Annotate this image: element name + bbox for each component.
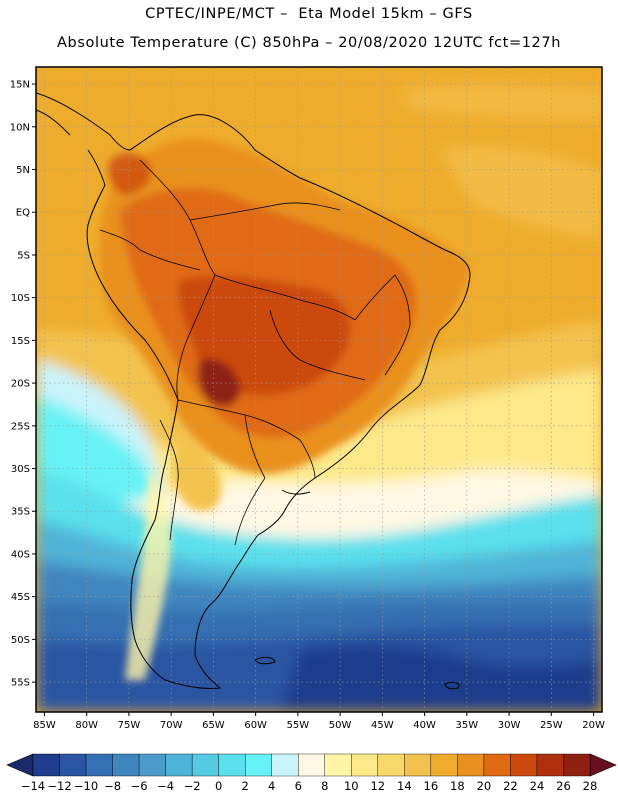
lon-tick-label: 40W xyxy=(413,720,436,731)
colorbar-label: 26 xyxy=(556,779,571,793)
lat-tick-label: 35S xyxy=(11,507,30,518)
lon-tick-label: 70W xyxy=(160,720,183,731)
colorbar-swatch xyxy=(377,753,405,777)
colorbar-below-arrow xyxy=(6,753,34,777)
map-frame xyxy=(35,66,603,713)
colorbar-label: 10 xyxy=(344,779,359,793)
colorbar-label: −14 xyxy=(21,779,45,793)
colorbar-label: 8 xyxy=(321,779,328,793)
lat-tick-label: 25S xyxy=(11,421,30,432)
colorbar-swatch xyxy=(32,753,60,777)
lon-tick-label: 50W xyxy=(329,720,352,731)
colorbar-label: −8 xyxy=(104,779,121,793)
colorbar-above-arrow xyxy=(589,753,617,777)
colorbar-label: 24 xyxy=(530,779,545,793)
colorbar-label: 2 xyxy=(242,779,249,793)
lon-tick-label: 75W xyxy=(118,720,141,731)
colorbar-label: 14 xyxy=(397,779,412,793)
lat-tick-label: EQ xyxy=(16,208,30,219)
colorbar-label: −2 xyxy=(184,779,201,793)
colorbar-label: 0 xyxy=(215,779,222,793)
colorbar-label: −10 xyxy=(74,779,98,793)
country-borders xyxy=(99,159,411,546)
lat-tick-label: 10N xyxy=(10,122,30,133)
map-axes: 85W 80W 75W 70W 65W 60W 55W 50W 45W 40W 35W 30W 25W 2… xyxy=(10,80,605,731)
colorbar-label: 18 xyxy=(450,779,465,793)
lat-tick-label: 55S xyxy=(11,678,30,689)
colorbar-swatch xyxy=(59,753,87,777)
temperature-field xyxy=(36,67,602,712)
colorbar-swatch xyxy=(536,753,564,777)
chart-title-line-1: CPTEC/INPE/MCT – Eta Model 15km – GFS xyxy=(145,6,473,22)
colorbar-label: 12 xyxy=(370,779,385,793)
lon-tick-label: 60W xyxy=(244,720,267,731)
colorbar-swatch xyxy=(271,753,299,777)
colorbar-swatch xyxy=(138,753,166,777)
lat-tick-label: 5N xyxy=(16,165,30,176)
colorbar-label: 28 xyxy=(583,779,598,793)
colorbar-label: −6 xyxy=(131,779,148,793)
colorbar-swatch xyxy=(298,753,325,777)
colorbar-swatch xyxy=(457,753,485,777)
lat-tick-label: 15N xyxy=(10,80,30,91)
lat-tick-label: 40S xyxy=(11,549,30,560)
colorbar-label: 22 xyxy=(503,779,518,793)
lon-tick-label: 80W xyxy=(75,720,98,731)
lat-tick-label: 15S xyxy=(11,336,30,347)
lon-tick-label: 35W xyxy=(456,720,479,731)
lat-tick-label: 45S xyxy=(11,592,30,603)
lon-tick-label: 25W xyxy=(540,720,563,731)
lon-tick-label: 45W xyxy=(371,720,394,731)
lon-tick-label: 30W xyxy=(498,720,521,731)
lon-tick-label: 55W xyxy=(287,720,310,731)
colorbar-label: 20 xyxy=(477,779,492,793)
colorbar-swatch xyxy=(510,753,538,777)
colorbar-swatch xyxy=(430,753,458,777)
colorbar-swatch xyxy=(112,753,140,777)
colorbar-swatch xyxy=(483,753,511,777)
colorbar-swatch xyxy=(563,753,591,777)
lat-tick-label: 5S xyxy=(17,250,30,261)
colorbar-label: −4 xyxy=(157,779,174,793)
colorbar-swatch xyxy=(85,753,113,777)
lat-tick-label: 10S xyxy=(11,293,30,304)
lat-tick-label: 20S xyxy=(11,379,30,390)
colorbar-swatch xyxy=(351,753,379,777)
colorbar-swatch xyxy=(165,753,193,777)
colorbar-label: −12 xyxy=(47,779,71,793)
lat-tick-label: 30S xyxy=(11,464,30,475)
lon-tick-label: 20W xyxy=(582,720,605,731)
colorbar-swatch xyxy=(244,753,272,777)
colorbar-swatch xyxy=(404,753,432,777)
colorbar-swatch xyxy=(218,753,246,777)
lon-tick-label: 85W xyxy=(33,720,56,731)
colorbar-swatch xyxy=(191,753,219,777)
colorbar: −14 −12 −10 −8 −6 −4 −2 0 2 4 6 8 10 12 14 16 18 20 22 24 26… xyxy=(6,753,617,793)
coastline-outline xyxy=(36,92,471,690)
colorbar-label: 4 xyxy=(268,779,275,793)
colorbar-label: 16 xyxy=(424,779,439,793)
colorbar-swatch xyxy=(324,753,352,777)
colorbar-label: 6 xyxy=(295,779,302,793)
lat-tick-label: 50S xyxy=(11,635,30,646)
lon-tick-label: 65W xyxy=(202,720,225,731)
chart-title-line-2: Absolute Temperature (C) 850hPa – 20/08/… xyxy=(57,35,561,51)
